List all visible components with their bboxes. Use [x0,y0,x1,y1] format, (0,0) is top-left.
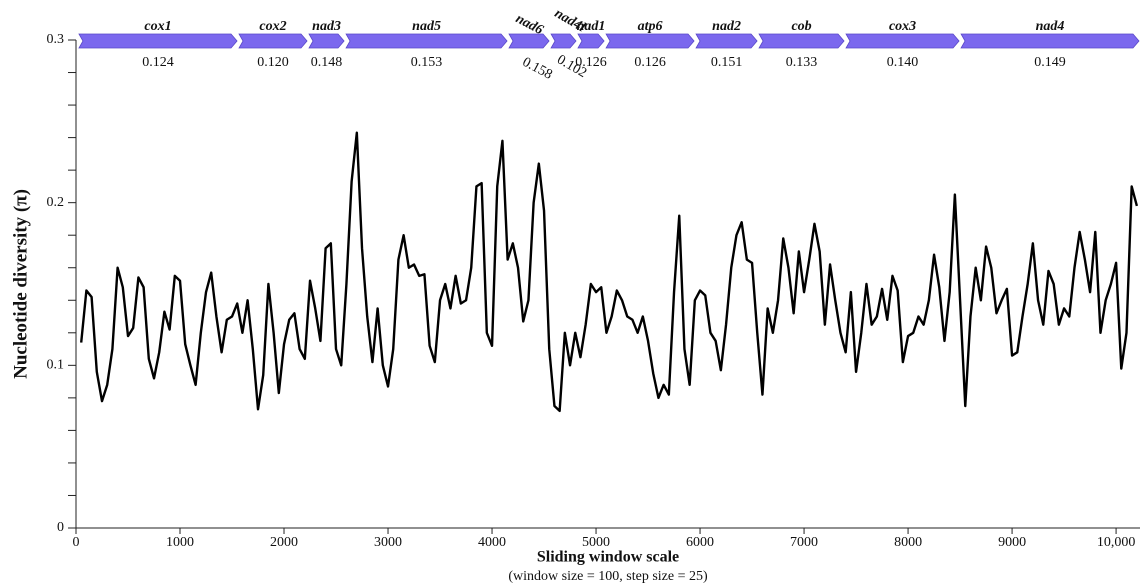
y-tick-label: 0.1 [47,358,65,373]
gene-diversity: 0.120 [257,55,289,70]
gene-diversity: 0.140 [887,55,919,70]
y-tick-label: 0.3 [47,32,65,47]
gene-arrow [508,33,550,49]
gene-arrow [345,33,508,49]
gene-arrow [758,33,845,49]
gene-name: cox3 [889,19,916,34]
x-tick-label: 1000 [166,535,194,550]
gene-diversity: 0.151 [711,55,743,70]
x-tick-label: 10,000 [1097,535,1136,550]
gene-diversity: 0.126 [575,55,607,70]
gene-name: cox1 [144,19,171,34]
gene-arrow [605,33,695,49]
gene-diversity: 0.149 [1034,55,1066,70]
gene-arrow [695,33,758,49]
x-tick-label: 0 [73,535,80,550]
gene-diversity: 0.153 [411,55,443,70]
x-axis-label: Sliding window scale [537,549,679,566]
gene-name: atp6 [638,19,663,34]
x-tick-label: 6000 [686,535,714,550]
gene-arrow [960,33,1140,49]
gene-name: nad1 [577,19,606,34]
gene-diversity: 0.158 [520,55,555,83]
gene-arrow [238,33,308,49]
x-tick-label: 7000 [790,535,818,550]
gene-name: nad5 [412,19,441,34]
gene-diversity: 0.124 [142,55,174,70]
gene-arrow [78,33,238,49]
gene-diversity: 0.133 [786,55,818,70]
gene-name: nad4 [1036,19,1065,34]
y-tick-label: 0 [57,520,64,535]
x-tick-label: 8000 [894,535,922,550]
gene-diversity: 0.126 [634,55,666,70]
gene-name: cox2 [259,19,286,34]
y-tick-label: 0.2 [47,195,65,210]
gene-arrow [577,33,605,49]
data-line [80,131,1139,413]
gene-diversity: 0.148 [311,55,343,70]
gene-name: nad3 [312,19,341,34]
y-axis-label: Nucleotide diversity (π) [10,189,31,379]
x-tick-label: 5000 [582,535,610,550]
gene-name: nad2 [712,19,741,34]
x-tick-label: 4000 [478,535,506,550]
x-axis-sublabel: (window size = 100, step size = 25) [508,569,708,584]
gene-arrow [550,33,577,49]
x-tick-label: 2000 [270,535,298,550]
gene-arrow [845,33,960,49]
x-tick-label: 3000 [374,535,402,550]
gene-name: cob [791,19,811,34]
gene-arrow [308,33,345,49]
x-tick-label: 9000 [998,535,1026,550]
